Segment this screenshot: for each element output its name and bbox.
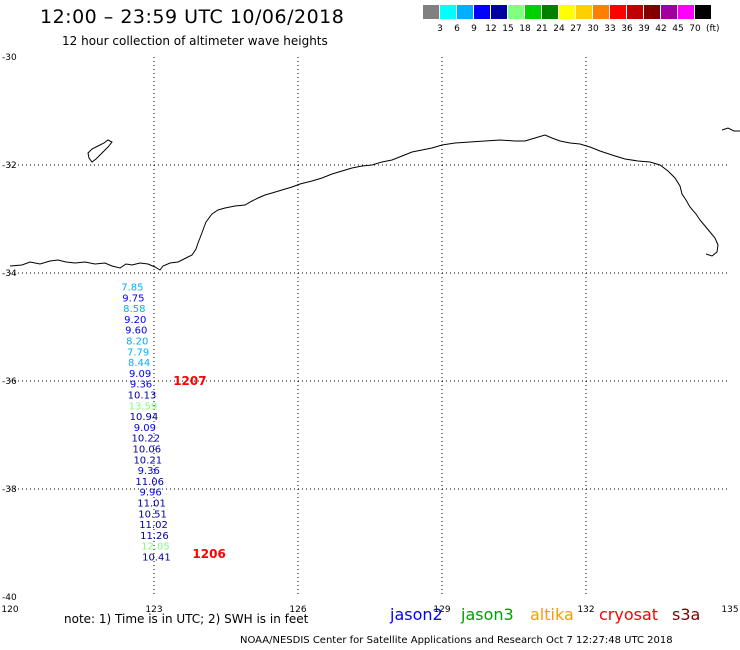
- scale-swatch-13: [644, 5, 660, 19]
- satellite-s3a: s3a: [672, 605, 701, 624]
- scale-label-14: 42: [655, 24, 667, 34]
- wave-height-label: 7.79: [127, 347, 149, 358]
- wave-height-label: 9.20: [124, 315, 146, 326]
- footer-note: note: 1) Time is in UTC; 2) SWH is in fe…: [64, 612, 309, 626]
- scale-unit: (ft): [706, 24, 720, 34]
- observation-labels: 7.859.758.589.209.608.207.798.449.099.36…: [121, 283, 170, 564]
- wave-height-label: 9.09: [129, 369, 151, 380]
- coastline-east-cape: [721, 127, 740, 132]
- scale-label-9: 27: [570, 24, 582, 34]
- lon-tick-label: 126: [289, 605, 306, 615]
- scale-swatch-12: [627, 5, 643, 19]
- lat-tick-label: -32: [2, 161, 17, 171]
- wave-height-label: 10.06: [132, 445, 161, 456]
- wave-height-label: 10.13: [128, 391, 157, 402]
- scale-swatch-10: [593, 5, 609, 19]
- wave-height-label: 8.20: [126, 337, 148, 348]
- wave-height-label: 11.02: [139, 520, 168, 531]
- scale-swatch-7: [542, 5, 558, 19]
- coastline-island: [87, 139, 113, 163]
- lon-tick-label: 120: [1, 605, 18, 615]
- scale-swatch-2: [457, 5, 473, 19]
- lat-tick-label: -36: [2, 377, 17, 387]
- scale-swatch-15: [678, 5, 694, 19]
- map-title: 12:00 – 23:59 UTC 10/06/2018: [40, 6, 345, 28]
- wave-height-label: 9.09: [134, 423, 156, 434]
- credit-line: NOAA/NESDIS Center for Satellite Applica…: [240, 635, 673, 646]
- scale-swatch-8: [559, 5, 575, 19]
- time-labels: 1207 1206: [173, 374, 226, 561]
- scale-label-3: 9: [471, 24, 477, 34]
- wave-height-label: 9.75: [122, 293, 144, 304]
- wave-height-label: 11.06: [135, 477, 164, 488]
- wave-height-label: 13.59: [129, 401, 158, 412]
- scale-swatch-14: [661, 5, 677, 19]
- wave-height-label: 10.21: [133, 455, 162, 466]
- scale-swatch-16: [695, 5, 711, 19]
- wave-height-label: 10.22: [132, 434, 161, 445]
- scale-label-7: 21: [536, 24, 548, 34]
- wave-height-label: 9.36: [138, 466, 160, 477]
- lat-tick-label: -34: [2, 269, 17, 279]
- graticule-grid: 120 123 126 129 132 135 -30 -32 -34 -36 -38 -40: [1, 53, 738, 615]
- scale-swatch-11: [610, 5, 626, 19]
- wave-height-label: 10.41: [142, 553, 171, 564]
- scale-label-11: 33: [604, 24, 616, 34]
- scale-swatch-0: [423, 5, 439, 19]
- lat-tick-label: -30: [2, 53, 17, 63]
- scale-label-15: 45: [672, 24, 684, 34]
- pass-time-label: 1206: [192, 547, 225, 561]
- wave-height-label: 10.51: [138, 509, 167, 520]
- lon-tick-label: 135: [721, 605, 738, 615]
- wave-height-label: 10.94: [130, 412, 159, 423]
- scale-label-16: 70: [689, 24, 701, 34]
- coastline-mainland: [9, 134, 719, 271]
- scale-label-1: 3: [437, 24, 443, 34]
- scale-swatch-5: [508, 5, 524, 19]
- scale-label-4: 12: [485, 24, 497, 34]
- scale-swatch-9: [576, 5, 592, 19]
- scale-label-2: 6: [454, 24, 460, 34]
- scale-label-12: 36: [621, 24, 633, 34]
- wave-height-label: 11.26: [140, 531, 169, 542]
- satellite-cryosat: cryosat: [599, 605, 659, 624]
- wave-height-label: 9.96: [140, 488, 162, 499]
- scale-label-13: 39: [638, 24, 650, 34]
- lat-tick-label: -40: [2, 593, 17, 603]
- scale-label-8: 24: [553, 24, 565, 34]
- wave-height-label: 12.05: [141, 542, 170, 553]
- wave-height-label: 11.01: [137, 499, 166, 510]
- scale-swatch-6: [525, 5, 541, 19]
- map-subtitle: 12 hour collection of altimeter wave hei…: [62, 34, 328, 48]
- pass-time-label: 1207: [173, 374, 206, 388]
- scale-label-5: 15: [502, 24, 514, 34]
- wave-height-label: 9.36: [130, 380, 152, 391]
- lat-tick-label: -38: [2, 485, 17, 495]
- lon-tick-label: 129: [433, 605, 450, 615]
- scale-swatch-1: [440, 5, 456, 19]
- scale-swatch-4: [491, 5, 507, 19]
- lon-tick-label: 132: [577, 605, 594, 615]
- satellite-jason3: jason3: [461, 605, 514, 624]
- scale-label-10: 30: [587, 24, 599, 34]
- coastline: [9, 127, 740, 271]
- wave-height-label: 8.58: [123, 304, 145, 315]
- satellite-jason2: jason2: [390, 605, 443, 624]
- satellite-altika: altika: [530, 605, 574, 624]
- scale-swatch-3: [474, 5, 490, 19]
- wave-height-label: 9.60: [125, 326, 147, 337]
- wave-height-label: 7.85: [121, 283, 143, 294]
- wave-height-label: 8.44: [128, 358, 150, 369]
- scale-label-6: 18: [519, 24, 531, 34]
- lon-tick-label: 123: [145, 605, 162, 615]
